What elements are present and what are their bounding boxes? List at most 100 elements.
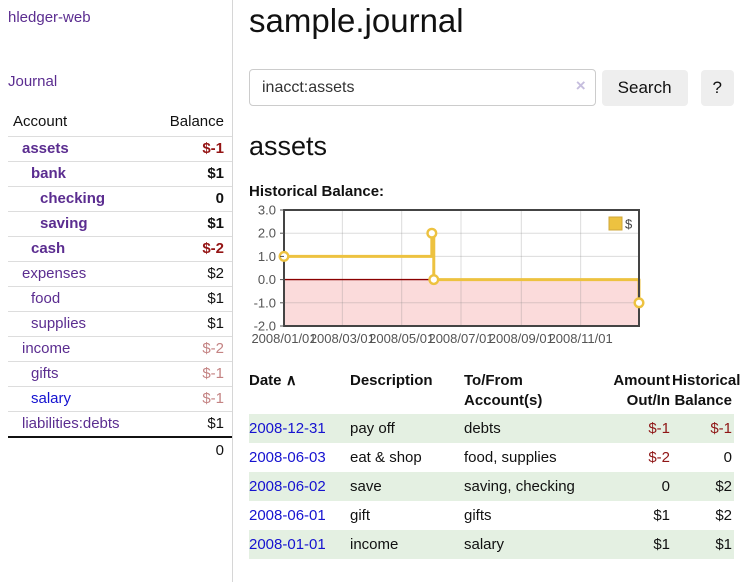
search-button[interactable]: Search (601, 69, 688, 106)
sidebar-account-row: liabilities:debts $1 (8, 411, 232, 437)
transaction-row: 2008-06-01 gift gifts $1 $2 (249, 501, 734, 530)
transaction-date-link[interactable]: 2008-06-03 (249, 448, 326, 466)
sidebar-account-link[interactable]: food (31, 290, 61, 307)
chart-x-tick-label: 2008/01/01 (251, 331, 316, 346)
sidebar-account-cell: supplies (8, 311, 152, 337)
sidebar-account-link[interactable]: liabilities:debts (22, 415, 120, 432)
sidebar-account-link[interactable]: income (22, 340, 71, 357)
accounts-body: assets $-1 bank $1 checking 0 saving $1 cash $-2 e… (8, 136, 232, 437)
transaction-accounts: saving, checking (464, 477, 575, 495)
accounts-total-spacer (8, 436, 152, 463)
chart-x-tick-label: 2008/03/01 (310, 331, 375, 346)
legend-swatch (608, 216, 623, 231)
transactions-body: 2008-12-31 pay off debts $-1 $-1 2008-06-03 ea… (249, 413, 734, 559)
chart-y-tick-label: 1.0 (258, 249, 276, 264)
transaction-accounts: debts (464, 419, 501, 437)
sidebar-account-balance: $1 (151, 411, 232, 437)
account-heading: assets (249, 131, 328, 161)
transactions-table: Date ∧ Description To/From Account(s) Am… (249, 369, 741, 559)
accounts-total-value: 0 (151, 436, 232, 463)
historical-balance-chart: 3.0 2.0 1.0 0.0 -1.0 -2.0 2008/01/01 2008/03/01… (249, 203, 734, 356)
transaction-description: gift (350, 506, 371, 524)
column-header-accounts[interactable]: To/From Account(s) (464, 372, 543, 410)
transaction-date-link[interactable]: 2008-01-01 (249, 535, 326, 553)
transaction-amount: $1 (653, 535, 670, 553)
search-box: × (249, 69, 596, 106)
chart-x-tick-label: 2008/11/01 (549, 331, 613, 346)
chart-border (283, 209, 640, 327)
sidebar-account-balance: $-2 (151, 336, 232, 362)
sidebar-account-cell: income (8, 336, 152, 362)
transaction-date-link[interactable]: 2008-06-01 (249, 506, 326, 524)
search-input[interactable] (249, 69, 596, 106)
accounts-total-row: 0 (8, 436, 232, 463)
accounts-table: Account Balance assets $-1 bank $1 checking 0… (8, 108, 232, 463)
transaction-balance: $2 (715, 477, 732, 495)
sidebar-account-row: checking 0 (8, 186, 232, 212)
transaction-amount: 0 (661, 477, 670, 495)
sidebar-account-cell: saving (8, 211, 152, 237)
transaction-balance: 0 (723, 448, 732, 466)
sidebar-account-row: bank $1 (8, 161, 232, 187)
sidebar-account-cell: salary (8, 386, 152, 412)
sidebar-account-row: gifts $-1 (8, 361, 232, 387)
sidebar-account-link[interactable]: assets (22, 140, 69, 157)
transaction-date-cell: 2008-06-02 (249, 472, 350, 501)
transaction-row: 2008-06-03 eat & shop food, supplies $-2 0 (249, 443, 734, 472)
transaction-date-cell: 2008-06-01 (249, 501, 350, 530)
brand-link[interactable]: hledger-web (8, 9, 91, 26)
sidebar-account-cell: food (8, 286, 152, 312)
sidebar-account-balance: $-1 (151, 361, 232, 387)
sort-ascending-icon: ∧ (285, 372, 297, 389)
transaction-date-cell: 2008-06-03 (249, 443, 350, 472)
sidebar-account-row: salary $-1 (8, 386, 232, 412)
sidebar-account-row: supplies $1 (8, 311, 232, 337)
column-header-amount[interactable]: Amount Out/In (613, 372, 670, 410)
transaction-date-cell: 2008-01-01 (249, 530, 350, 559)
help-button[interactable]: ? (700, 69, 734, 106)
main-content: sample.journal × Search ? assets Histori… (233, 0, 742, 582)
sidebar-account-link[interactable]: cash (31, 240, 66, 257)
transaction-balance: $-1 (710, 419, 732, 437)
sidebar-account-link[interactable]: saving (40, 215, 88, 232)
accounts-header-account: Account (13, 113, 68, 130)
chart-negative-region (284, 279, 639, 326)
transaction-date-link[interactable]: 2008-06-02 (249, 477, 326, 495)
sidebar-account-balance: $-1 (151, 386, 232, 412)
sidebar-account-link[interactable]: checking (40, 190, 106, 207)
chart-x-tick-label: 2008/05/01 (369, 331, 434, 346)
sidebar-account-row: assets $-1 (8, 136, 232, 162)
column-header-description[interactable]: Description (350, 372, 433, 389)
search-form: × Search ? (249, 69, 734, 106)
chart-x-tick-label: 2008/09/01 (489, 331, 554, 346)
accounts-header-balance: Balance (169, 113, 224, 130)
chart-data-point (426, 227, 438, 239)
sidebar-account-cell: cash (8, 236, 152, 262)
sidebar-item-journal[interactable]: Journal (8, 73, 58, 90)
sidebar-account-balance: $1 (151, 211, 232, 237)
sidebar-account-balance: $1 (151, 161, 232, 187)
sidebar-account-link[interactable]: gifts (31, 365, 59, 382)
sidebar-account-link[interactable]: salary (31, 390, 72, 407)
page-title: sample.journal (249, 2, 464, 39)
transaction-row: 2008-06-02 save saving, checking 0 $2 (249, 471, 734, 501)
sidebar-account-balance: 0 (151, 186, 232, 212)
transactions-header-row: Date ∧ Description To/From Account(s) Am… (249, 369, 741, 414)
sidebar-account-link[interactable]: supplies (31, 315, 87, 332)
column-header-date[interactable]: Date ∧ (249, 372, 297, 389)
clear-search-icon[interactable]: × (575, 76, 586, 95)
sidebar-account-row: cash $-2 (8, 236, 232, 262)
sidebar-account-link[interactable]: expenses (22, 265, 87, 282)
sidebar-account-cell: checking (8, 186, 152, 212)
chart-svg: 3.0 2.0 1.0 0.0 -1.0 -2.02008/01/012008/03/01… (251, 203, 645, 346)
chart-y-tick-label: 2.0 (258, 226, 276, 241)
sidebar-account-link[interactable]: bank (31, 165, 67, 182)
transaction-balance: $1 (715, 535, 732, 553)
transaction-amount: $1 (653, 506, 670, 524)
sidebar-account-cell: expenses (8, 261, 152, 287)
transaction-date-link[interactable]: 2008-12-31 (249, 419, 326, 437)
column-header-balance[interactable]: Historical Balance (672, 372, 741, 410)
transaction-amount: $-2 (648, 448, 670, 466)
transaction-description: pay off (350, 419, 395, 437)
transaction-row: 2008-01-01 income salary $1 $1 (249, 529, 734, 559)
